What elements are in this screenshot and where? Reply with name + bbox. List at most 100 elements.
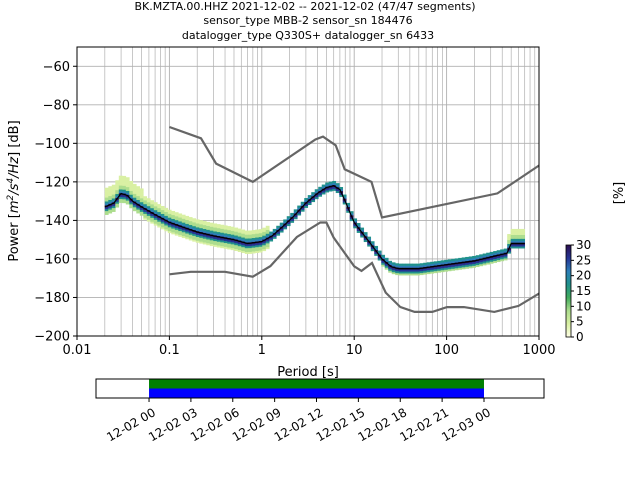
heat-cell xyxy=(514,234,518,237)
heat-cell xyxy=(374,247,379,251)
heat-cell xyxy=(258,238,263,241)
heat-cell xyxy=(209,241,214,245)
heat-cell xyxy=(195,221,200,224)
heat-cell xyxy=(237,234,242,237)
colorbar-tick-label: 5 xyxy=(576,315,584,329)
heat-cell xyxy=(171,218,176,221)
heat-cell xyxy=(419,269,424,272)
heat-cell xyxy=(381,262,386,265)
heat-cell xyxy=(213,242,218,245)
heat-cell xyxy=(496,255,501,259)
heat-cell xyxy=(206,241,211,244)
heat-cell xyxy=(269,233,274,236)
heat-cell xyxy=(332,188,337,191)
heat-cell xyxy=(157,209,162,213)
heat-cell xyxy=(160,221,165,224)
heat-cell xyxy=(192,239,197,242)
heat-cell xyxy=(279,228,284,231)
heat-cell xyxy=(440,268,445,271)
heat-cell xyxy=(514,238,518,241)
heat-cell xyxy=(328,183,333,186)
heat-cell xyxy=(206,237,211,240)
heat-cell xyxy=(244,249,249,253)
heat-cell xyxy=(227,239,232,242)
heat-cell xyxy=(199,222,204,225)
heat-cell xyxy=(216,226,221,229)
heat-cell xyxy=(517,236,522,239)
heat-cell xyxy=(181,228,186,231)
heat-cell xyxy=(486,252,490,255)
heat-cell xyxy=(370,243,375,246)
heat-cell xyxy=(363,237,368,241)
heat-cell xyxy=(423,264,428,267)
heat-cell xyxy=(251,245,256,248)
heat-cell xyxy=(258,236,263,240)
heat-cell xyxy=(237,228,242,231)
heat-cell xyxy=(297,213,302,216)
heat-cell xyxy=(192,222,197,225)
heat-cell xyxy=(244,251,249,254)
heat-cell xyxy=(129,182,134,186)
heat-cell xyxy=(374,245,379,249)
heat-cell xyxy=(143,203,148,207)
heat-cell xyxy=(115,199,120,202)
heat-cell xyxy=(195,229,200,232)
heat-cell xyxy=(262,243,267,246)
heat-cell xyxy=(486,262,490,265)
y-label-unit: m xyxy=(7,200,22,213)
heat-cell xyxy=(451,260,456,264)
heat-cell xyxy=(402,271,407,274)
heat-cell xyxy=(185,223,190,226)
heat-cell xyxy=(171,224,176,227)
heat-cell xyxy=(349,216,354,220)
heat-cell xyxy=(419,272,424,276)
heat-cell xyxy=(521,244,525,247)
heat-cell xyxy=(258,250,263,253)
heat-cell xyxy=(118,177,123,180)
heat-cell xyxy=(482,261,487,264)
heat-cell xyxy=(188,226,193,229)
heat-cell xyxy=(489,257,494,260)
heat-cell xyxy=(136,190,141,193)
heat-cell xyxy=(223,227,228,230)
heat-cell xyxy=(234,235,239,238)
heat-cell xyxy=(230,232,235,235)
heat-cell xyxy=(230,244,235,247)
heat-cell xyxy=(514,246,518,249)
heat-cell xyxy=(430,261,435,264)
heat-cell xyxy=(108,188,113,191)
heat-cell xyxy=(248,230,253,233)
heat-cell xyxy=(129,184,134,188)
heat-cell xyxy=(335,185,340,188)
heat-cell xyxy=(419,270,424,274)
colorbar-label: [%] xyxy=(612,182,627,205)
heat-cell xyxy=(223,225,228,228)
x-tick-label: 1000 xyxy=(522,343,555,358)
heat-cell xyxy=(157,225,162,228)
heat-cell xyxy=(255,235,260,238)
heat-cell xyxy=(500,259,504,262)
heat-cell xyxy=(321,186,326,189)
heat-cell xyxy=(493,252,497,256)
heat-cell xyxy=(150,202,155,205)
heat-cell xyxy=(139,211,144,214)
heat-cell xyxy=(314,195,319,198)
heat-cell xyxy=(220,240,225,243)
heat-cell xyxy=(510,236,515,239)
heat-cell xyxy=(447,261,452,264)
heat-cell xyxy=(181,218,186,221)
heat-cell xyxy=(118,198,123,201)
heat-cell xyxy=(297,205,302,208)
heat-cell xyxy=(104,206,109,210)
heat-cell xyxy=(125,184,130,188)
x-tick-label: 100 xyxy=(434,343,459,358)
heat-cell xyxy=(286,216,291,219)
heat-cell xyxy=(461,265,466,268)
heat-cell xyxy=(167,230,172,234)
heat-cell xyxy=(188,230,193,233)
heat-cell xyxy=(195,232,200,236)
heat-cell xyxy=(342,202,347,205)
heat-cell xyxy=(440,260,445,263)
